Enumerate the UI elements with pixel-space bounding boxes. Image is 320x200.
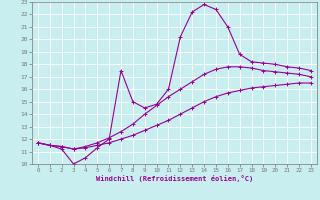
X-axis label: Windchill (Refroidissement éolien,°C): Windchill (Refroidissement éolien,°C) xyxy=(96,175,253,182)
